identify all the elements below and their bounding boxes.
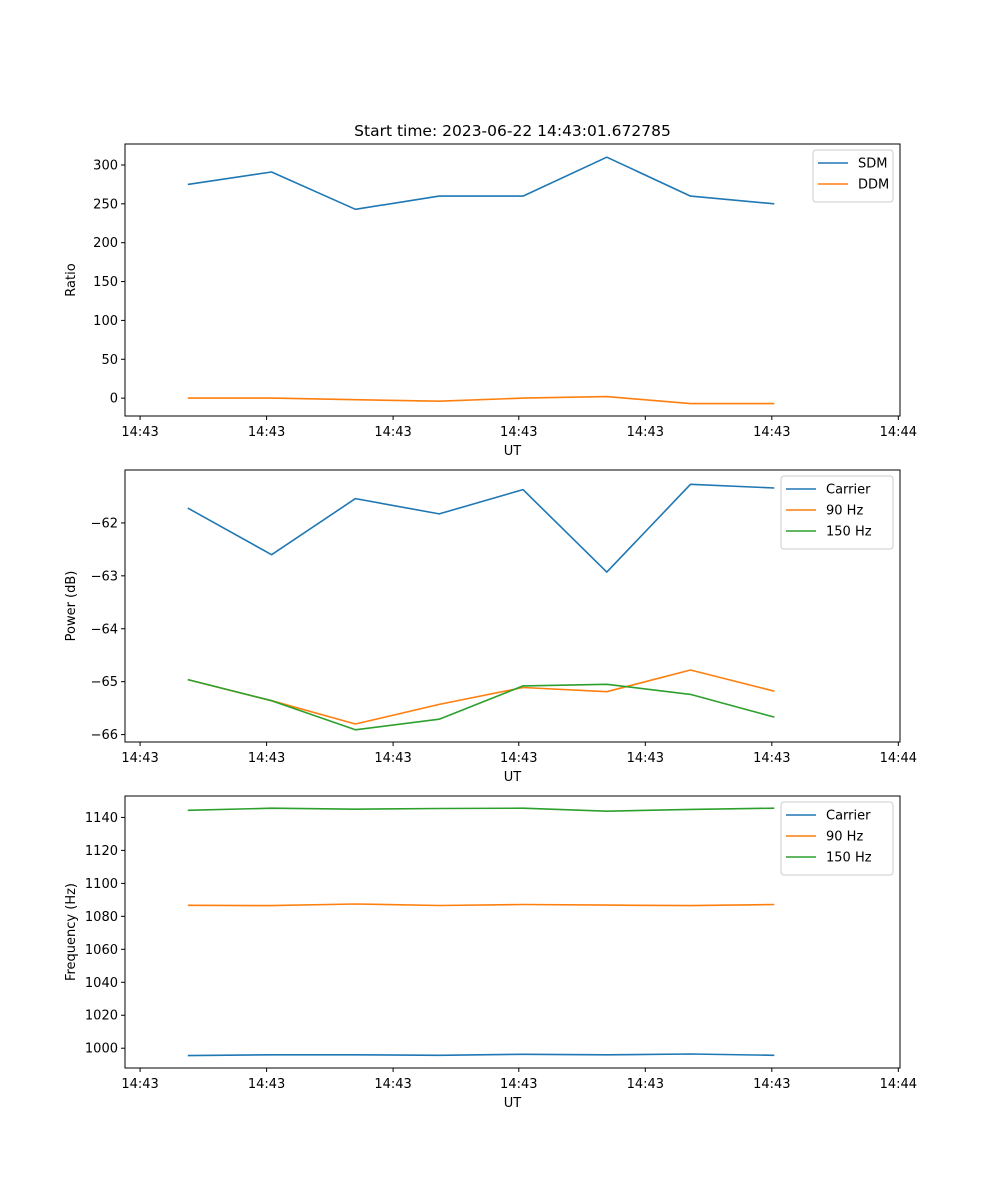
chart-panel-2: 14:43 14:43 14:43 14:43 14:43 14:43 14:44 −66 −6… [64,469,917,785]
x-tick-label: 14:43 [121,751,158,766]
x-tick-label: 14:44 [880,751,917,766]
y-tick-label: 1000 [85,1042,118,1057]
y-tick-label: 200 [93,236,118,251]
y-tick-label: −65 [91,675,118,690]
x-tick-label: 14:43 [500,751,537,766]
series-line-sdm [187,156,775,211]
x-tick-label: 14:44 [880,1077,917,1092]
x-tick-label: 14:43 [627,751,664,766]
legend-label: 150 Hz [826,851,872,866]
legend: Carrier 90 Hz 150 Hz [780,475,894,550]
plot-area-frame [124,143,901,417]
x-tick-label: 14:43 [248,751,285,766]
y-tick-label: 50 [101,353,118,368]
y-tick-label: 1040 [85,976,118,991]
series-line-ddm [187,395,775,405]
series-line-carrier [187,483,775,573]
y-tick-label: −64 [91,622,118,637]
x-tick-label: 14:43 [248,1077,285,1092]
legend-label: 150 Hz [826,525,872,540]
x-tick-label: 14:43 [121,1077,158,1092]
y-tick-label: 100 [93,314,118,329]
y-tick-label: −62 [91,516,118,531]
y-axis-label: Power (dB) [64,571,79,642]
x-tick-label: 14:43 [121,425,158,440]
plot-area-frame [124,469,901,743]
x-tick-label: 14:43 [627,425,664,440]
y-tick-label: 250 [93,197,118,212]
x-tick-label: 14:43 [753,751,790,766]
y-tick-label: −63 [91,569,118,584]
y-tick-label: 150 [93,275,118,290]
plot-area-frame [124,795,901,1069]
chart-title: Start time: 2023-06-22 14:43:01.672785 [354,122,671,140]
x-axis-label: UT [504,1096,522,1111]
series-line-150-hz [187,678,775,731]
x-tick-label: 14:43 [374,1077,411,1092]
legend-label: Carrier [826,483,871,498]
x-tick-label: 14:43 [374,751,411,766]
x-tick-label: 14:43 [500,1077,537,1092]
x-axis-label: UT [504,444,522,459]
x-tick-label: 14:43 [753,425,790,440]
legend: Carrier 90 Hz 150 Hz [780,801,894,876]
x-tick-label: 14:43 [500,425,537,440]
y-tick-label: −66 [91,728,118,743]
y-tick-label: 1100 [85,877,118,892]
x-tick-label: 14:43 [248,425,285,440]
series-line-150-hz [187,807,775,813]
y-tick-label: 1020 [85,1009,118,1024]
y-axis-label: Frequency (Hz) [64,883,79,981]
y-tick-label: 0 [110,392,118,407]
legend-label: SDM [858,157,887,172]
legend-label: Carrier [826,809,871,824]
legend-label: DDM [858,178,889,193]
y-tick-label: 1140 [85,811,118,826]
chart-panel-3: 14:43 14:43 14:43 14:43 14:43 14:43 14:44 1000 1… [64,795,917,1111]
series-line-carrier [187,1053,775,1057]
legend-label: 90 Hz [826,830,863,845]
legend-label: 90 Hz [826,504,863,519]
y-tick-label: 300 [93,158,118,173]
legend: SDM DDM [812,149,894,203]
y-tick-label: 1060 [85,943,118,958]
x-tick-label: 14:43 [627,1077,664,1092]
y-tick-label: 1120 [85,844,118,859]
series-line-90-hz [187,903,775,907]
chart-panel-1: Start time: 2023-06-22 14:43:01.672785 14… [64,122,917,459]
x-axis-label: UT [504,770,522,785]
series-line-90-hz [187,669,775,725]
y-tick-label: 1080 [85,910,118,925]
x-tick-label: 14:44 [880,425,917,440]
x-tick-label: 14:43 [753,1077,790,1092]
x-tick-label: 14:43 [374,425,411,440]
y-axis-label: Ratio [64,263,79,296]
